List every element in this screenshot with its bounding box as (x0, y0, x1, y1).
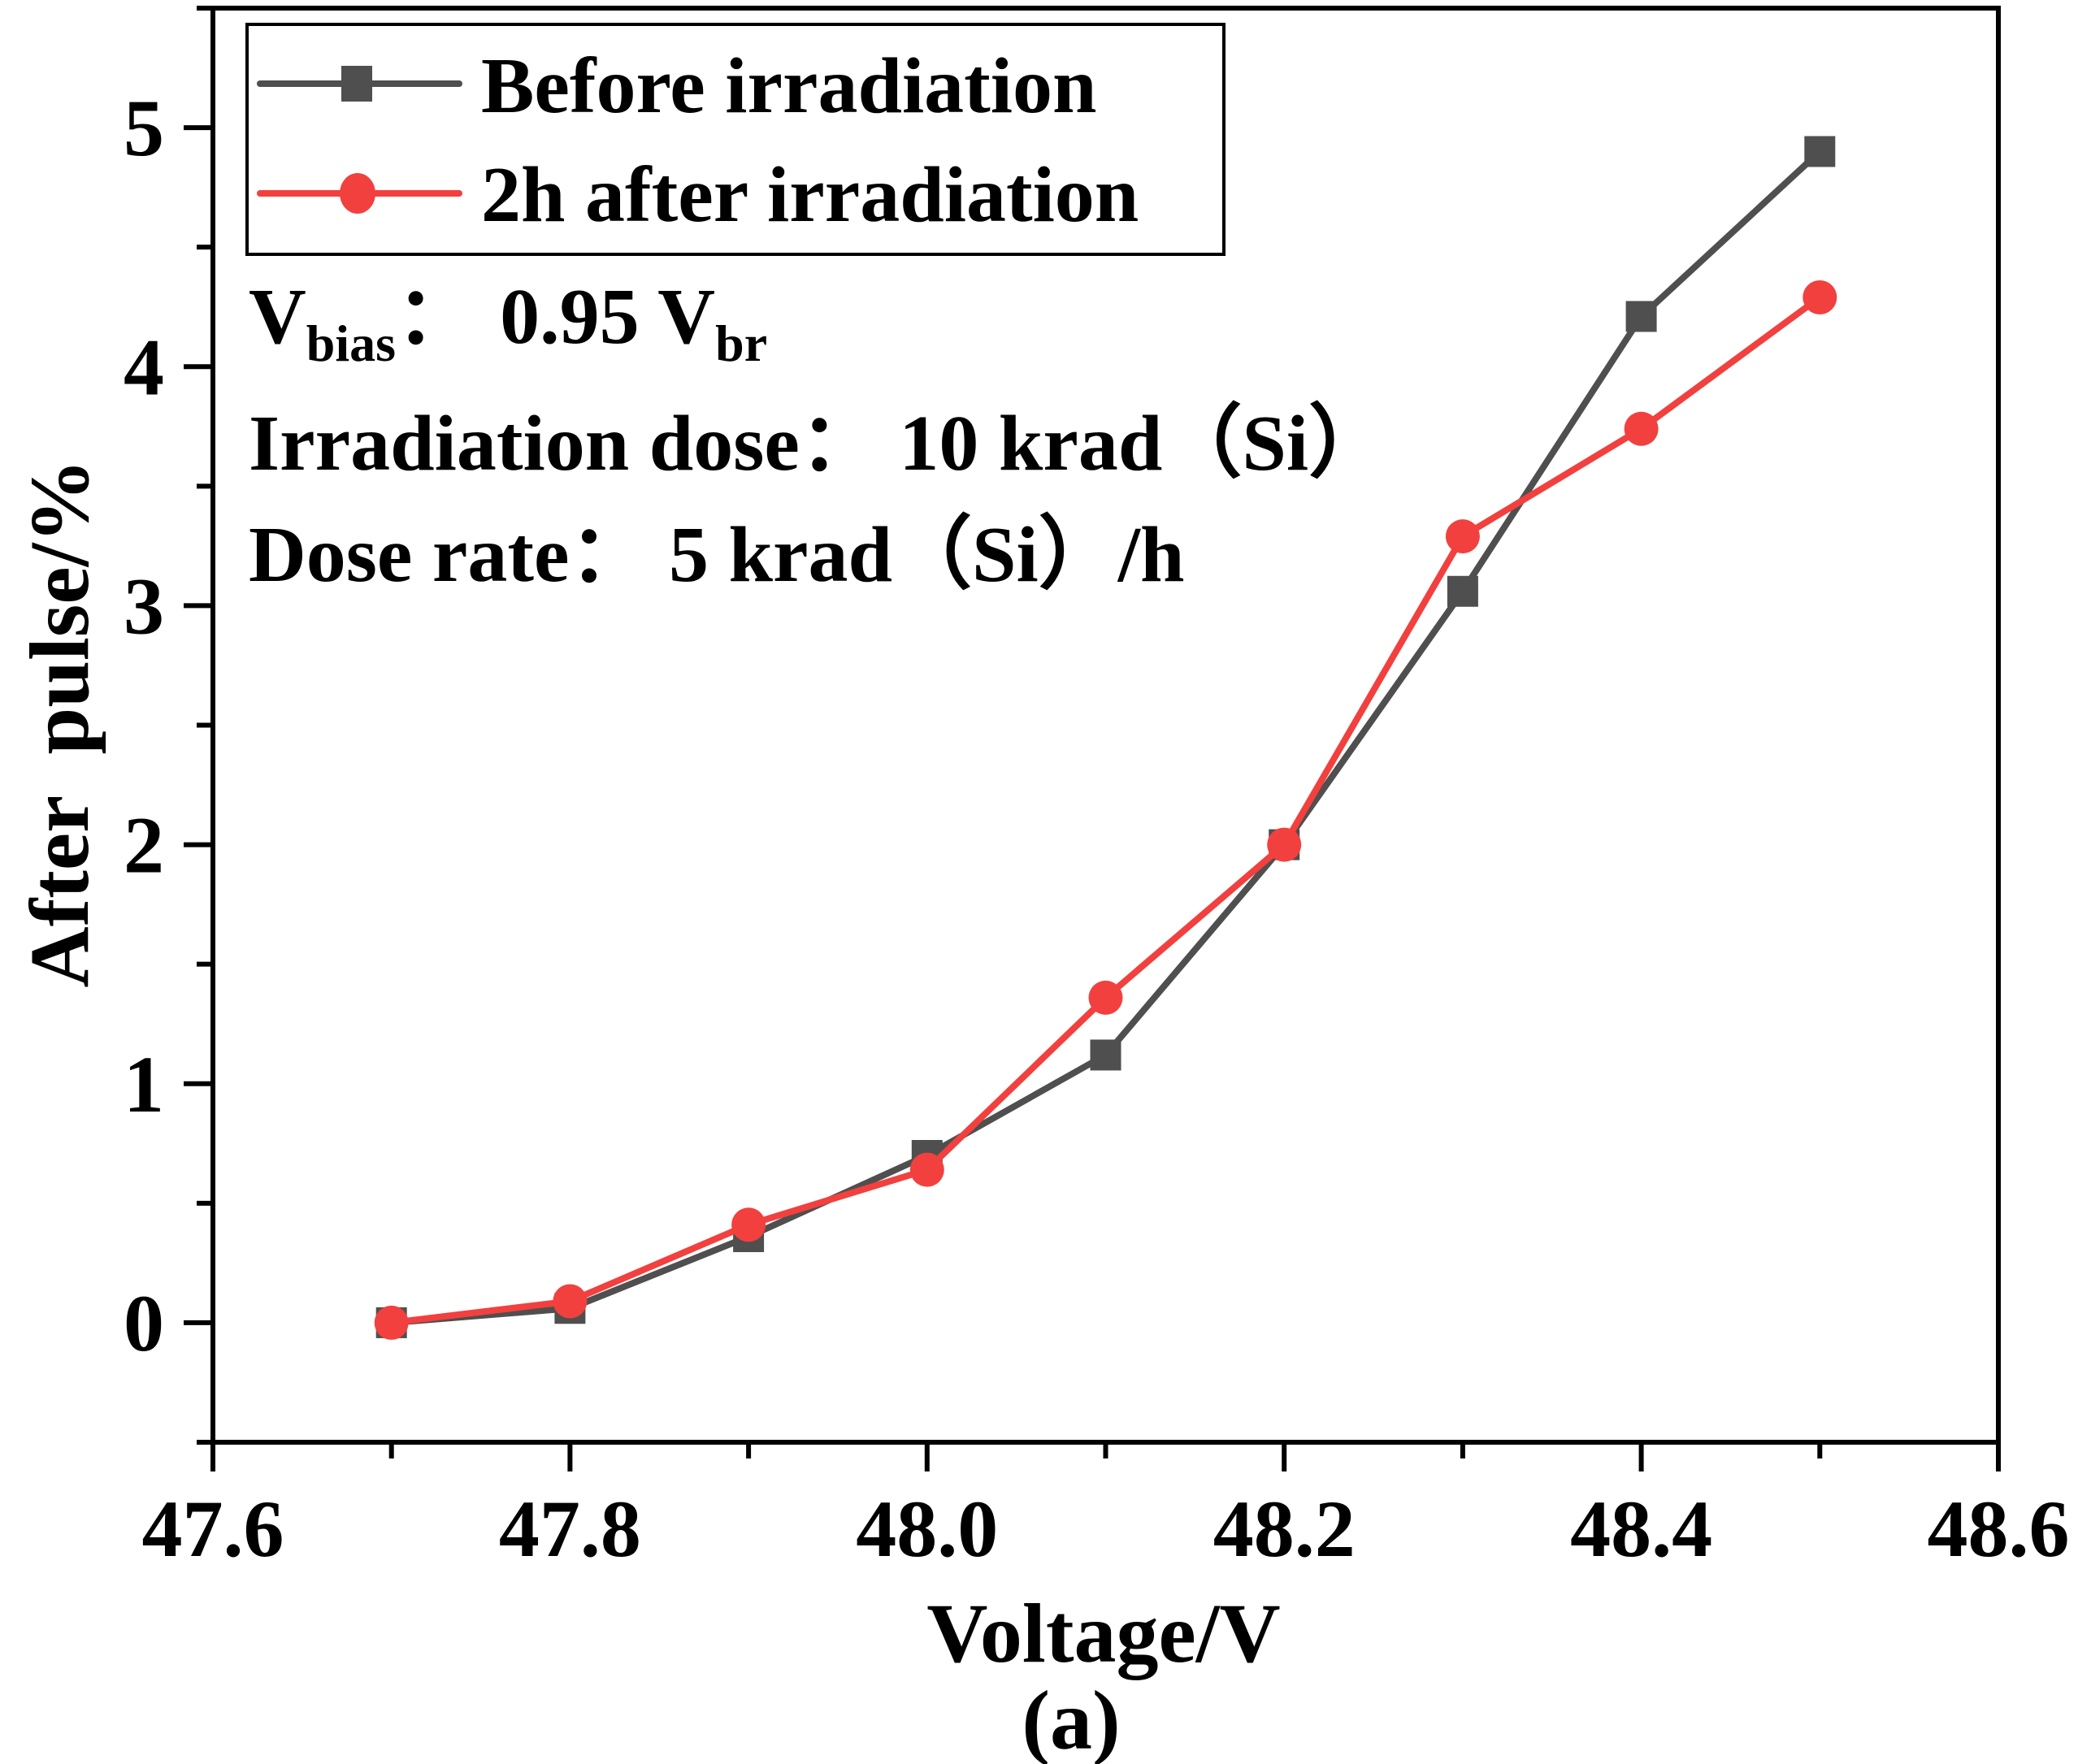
x-tick-label: 47.6 (142, 1484, 284, 1574)
y-tick-label: 1 (124, 1039, 164, 1129)
series-layer (374, 136, 1837, 1340)
vbias-main: V (249, 273, 306, 361)
y-tick-label: 0 (124, 1278, 164, 1368)
legend-marker-circle-icon (340, 173, 375, 214)
data-point-circle (553, 1284, 588, 1319)
vbias-sub: bias (306, 314, 396, 372)
y-axis-title: After pulse/% (13, 459, 106, 988)
data-point-square (1625, 301, 1657, 332)
data-point-circle (1445, 519, 1480, 554)
series-before-irradiation (375, 136, 1836, 1338)
data-point-circle (909, 1152, 944, 1187)
vbias-value-sub: br (715, 314, 767, 372)
data-point-square (1090, 1039, 1121, 1071)
data-point-square (1447, 575, 1478, 607)
chart-caption: (a) (1022, 1674, 1120, 1764)
x-tick-label: 48.0 (856, 1484, 998, 1574)
data-point-circle (1267, 827, 1302, 862)
annotation-dose: Irradiation dose： 10 krad（Si） (249, 400, 1388, 488)
x-tick-label: 48.6 (1928, 1484, 2070, 1574)
ticks (184, 6, 2001, 1471)
x-tick-label: 47.8 (499, 1484, 641, 1574)
legend-box (245, 23, 1226, 256)
legend-item-after: 2h after irradiation (257, 151, 1139, 239)
y-tick-label: 5 (124, 83, 164, 173)
legend-item-before: Before irradiation (257, 42, 1097, 130)
annotations: Vbias： 0.95 Vbr Irradiation dose： 10 krad… (249, 273, 1388, 599)
tick-labels: 47.6 47.8 48.0 48.2 48.4 48.6 0 1 2 3 4 5 (124, 83, 2070, 1574)
y-tick-label: 4 (124, 322, 164, 412)
data-point-circle (374, 1305, 409, 1340)
data-point-circle (1088, 980, 1123, 1015)
legend-label-before: Before irradiation (481, 42, 1097, 130)
vbias-value: 0.95 V (500, 273, 715, 361)
legend: Before irradiation 2h after irradiation (245, 23, 1226, 256)
y-tick-label: 3 (124, 561, 164, 651)
data-point-circle (731, 1207, 766, 1242)
x-tick-label: 48.2 (1213, 1484, 1356, 1574)
y-tick-label: 2 (124, 800, 164, 891)
legend-label-after: 2h after irradiation (481, 151, 1139, 239)
x-axis-title: Voltage/V (926, 1587, 1280, 1680)
x-tick-label: 48.4 (1570, 1484, 1712, 1574)
legend-marker-square-icon (341, 66, 372, 102)
vbias-sep: ： (396, 273, 475, 361)
data-point-square (1804, 136, 1836, 167)
series-after-irradiation (374, 280, 1837, 1340)
annotation-rate: Dose rate： 5 krad（Si）/h (249, 511, 1185, 599)
annotation-vbias: Vbias： 0.95 Vbr (249, 273, 767, 372)
data-point-circle (1624, 411, 1659, 446)
data-point-circle (1803, 280, 1837, 314)
